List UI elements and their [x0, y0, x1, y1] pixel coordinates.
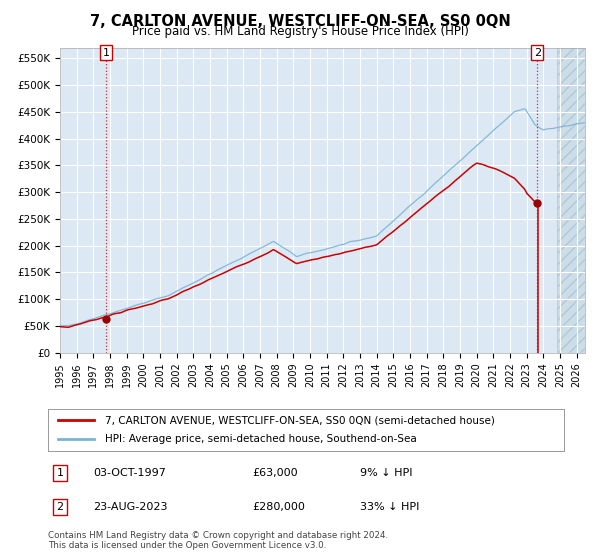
Text: 1: 1 [56, 468, 64, 478]
Bar [557, 48, 585, 353]
Text: £280,000: £280,000 [252, 502, 305, 512]
Text: £63,000: £63,000 [252, 468, 298, 478]
Text: 7, CARLTON AVENUE, WESTCLIFF-ON-SEA, SS0 0QN: 7, CARLTON AVENUE, WESTCLIFF-ON-SEA, SS0… [89, 14, 511, 29]
Text: Price paid vs. HM Land Registry's House Price Index (HPI): Price paid vs. HM Land Registry's House … [131, 25, 469, 38]
Text: 7, CARLTON AVENUE, WESTCLIFF-ON-SEA, SS0 0QN (semi-detached house): 7, CARLTON AVENUE, WESTCLIFF-ON-SEA, SS0… [105, 415, 494, 425]
Text: 33% ↓ HPI: 33% ↓ HPI [360, 502, 419, 512]
Text: 2: 2 [534, 48, 541, 58]
Text: 23-AUG-2023: 23-AUG-2023 [93, 502, 167, 512]
Text: 1: 1 [103, 48, 109, 58]
Text: 2: 2 [56, 502, 64, 512]
Text: HPI: Average price, semi-detached house, Southend-on-Sea: HPI: Average price, semi-detached house,… [105, 435, 416, 445]
Text: 03-OCT-1997: 03-OCT-1997 [93, 468, 166, 478]
Text: Contains HM Land Registry data © Crown copyright and database right 2024.
This d: Contains HM Land Registry data © Crown c… [48, 530, 388, 550]
Text: 9% ↓ HPI: 9% ↓ HPI [360, 468, 413, 478]
